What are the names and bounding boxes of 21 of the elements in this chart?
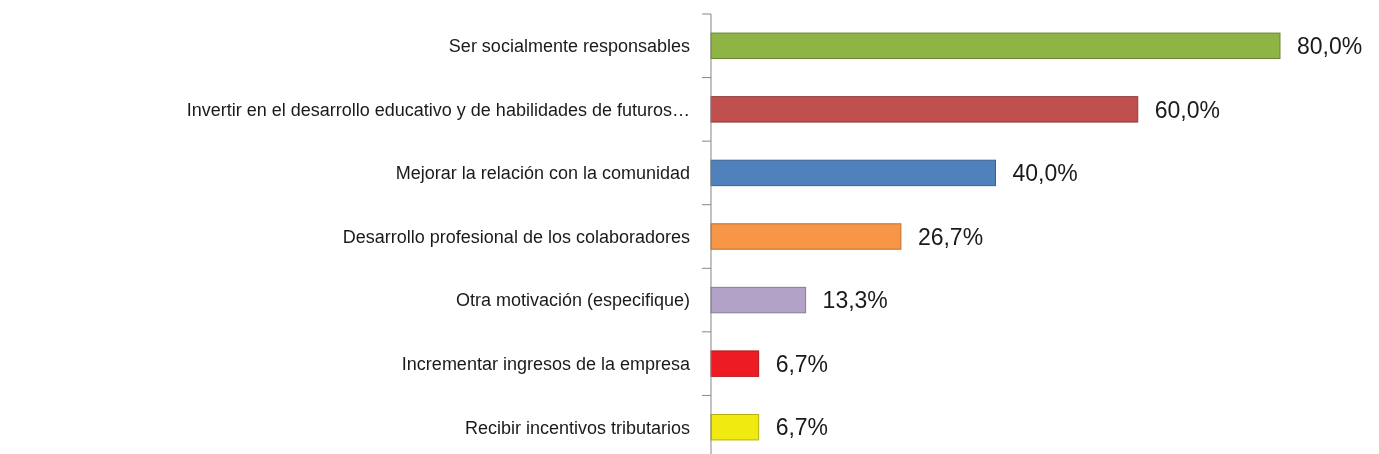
data-label: 13,3% — [822, 287, 888, 314]
bar — [710, 32, 1281, 59]
data-label: 6,7% — [775, 414, 829, 441]
y-tick-label: Mejorar la relación con la comunidad — [395, 163, 690, 184]
y-tick-label: Incrementar ingresos de la empresa — [401, 353, 691, 374]
bar — [710, 223, 902, 250]
y-tick-label: Recibir incentivos tributarios — [464, 417, 690, 438]
data-label: 60,0% — [1154, 96, 1220, 123]
data-label: 80,0% — [1297, 33, 1363, 60]
data-label: 40,0% — [1012, 160, 1078, 187]
y-tick-label: Ser socialmente responsables — [448, 36, 690, 57]
bar — [710, 286, 807, 314]
y-tick-label: Otra motivación (especifique) — [455, 290, 690, 311]
data-label: 6,7% — [775, 350, 829, 377]
data-label: 26,7% — [917, 223, 984, 250]
bar — [710, 96, 1139, 123]
bar — [710, 159, 996, 187]
bar — [710, 350, 760, 377]
y-tick-label: Invertir en el desarrollo educativo y de habilidades de futuros… — [186, 99, 690, 120]
y-tick-label: Desarrollo profesional de los colaboradores — [342, 226, 690, 247]
bar — [710, 414, 760, 441]
